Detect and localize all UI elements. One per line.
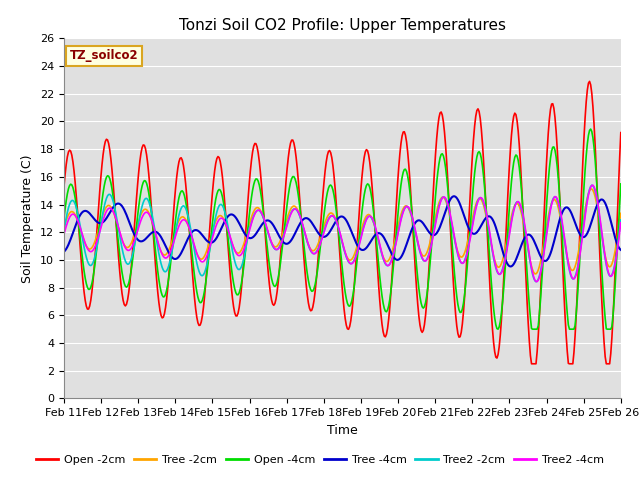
Open -2cm [606, 361, 614, 367]
Tree -4cm [506, 264, 514, 269]
Tree -2cm [588, 186, 596, 192]
Open -4cm [60, 215, 68, 221]
Legend: Open -2cm, Tree -2cm, Open -4cm, Tree -4cm, Tree2 -2cm, Tree2 -4cm: Open -2cm, Tree -2cm, Open -4cm, Tree -4… [32, 451, 608, 469]
Tree2 -2cm [516, 203, 524, 209]
Tree -2cm [392, 235, 399, 241]
Tree2 -2cm [532, 279, 540, 285]
Line: Open -2cm: Open -2cm [64, 82, 621, 364]
Tree2 -4cm [324, 217, 332, 223]
Open -2cm [617, 130, 625, 135]
Tree -2cm [532, 271, 540, 276]
Open -2cm [392, 216, 399, 222]
Title: Tonzi Soil CO2 Profile: Upper Temperatures: Tonzi Soil CO2 Profile: Upper Temperatur… [179, 18, 506, 33]
Tree2 -4cm [606, 273, 614, 278]
Tree2 -4cm [328, 213, 335, 218]
Tree -4cm [519, 240, 527, 245]
Tree2 -4cm [60, 231, 68, 237]
Open -2cm [324, 149, 332, 155]
X-axis label: Time: Time [327, 424, 358, 437]
Tree2 -4cm [533, 279, 541, 285]
Tree -2cm [516, 206, 524, 212]
Tree2 -4cm [392, 243, 399, 249]
Open -4cm [587, 126, 595, 132]
Y-axis label: Soil Temperature (C): Soil Temperature (C) [22, 154, 35, 283]
Open -2cm [528, 361, 536, 367]
Open -2cm [516, 160, 524, 166]
Tree2 -2cm [617, 217, 625, 223]
Open -4cm [606, 326, 614, 332]
Line: Tree2 -4cm: Tree2 -4cm [64, 185, 621, 282]
Line: Tree2 -2cm: Tree2 -2cm [64, 185, 621, 282]
Open -4cm [324, 185, 332, 191]
Tree -4cm [617, 247, 625, 252]
Tree -2cm [324, 212, 332, 218]
Tree -4cm [451, 193, 458, 199]
Line: Open -4cm: Open -4cm [64, 129, 621, 329]
Tree -2cm [362, 215, 369, 221]
Tree -4cm [392, 256, 399, 262]
Tree2 -2cm [392, 242, 399, 248]
Open -2cm [362, 149, 369, 155]
Tree2 -2cm [606, 273, 614, 279]
Tree -2cm [606, 264, 614, 270]
Open -2cm [60, 184, 68, 190]
Open -2cm [586, 79, 593, 84]
Tree -4cm [606, 214, 614, 219]
Tree2 -2cm [60, 228, 68, 233]
Open -4cm [494, 326, 502, 332]
Tree -4cm [324, 231, 332, 237]
Open -4cm [392, 240, 399, 246]
Text: TZ_soilco2: TZ_soilco2 [70, 49, 138, 62]
Tree -4cm [60, 249, 68, 254]
Tree -2cm [617, 210, 625, 216]
Open -4cm [328, 183, 335, 189]
Tree2 -4cm [362, 220, 369, 226]
Tree -2cm [328, 210, 335, 216]
Tree2 -4cm [617, 220, 625, 226]
Tree2 -2cm [324, 216, 332, 222]
Open -4cm [617, 181, 625, 187]
Tree -2cm [60, 225, 68, 230]
Tree2 -2cm [362, 219, 369, 225]
Line: Tree -2cm: Tree -2cm [64, 189, 621, 274]
Tree2 -4cm [516, 202, 524, 208]
Open -4cm [362, 186, 369, 192]
Open -2cm [328, 155, 335, 161]
Tree2 -2cm [588, 182, 596, 188]
Tree -4cm [362, 246, 369, 252]
Tree2 -2cm [328, 213, 335, 218]
Open -4cm [518, 187, 525, 193]
Line: Tree -4cm: Tree -4cm [64, 196, 621, 266]
Tree -4cm [328, 226, 335, 231]
Tree2 -4cm [589, 182, 596, 188]
